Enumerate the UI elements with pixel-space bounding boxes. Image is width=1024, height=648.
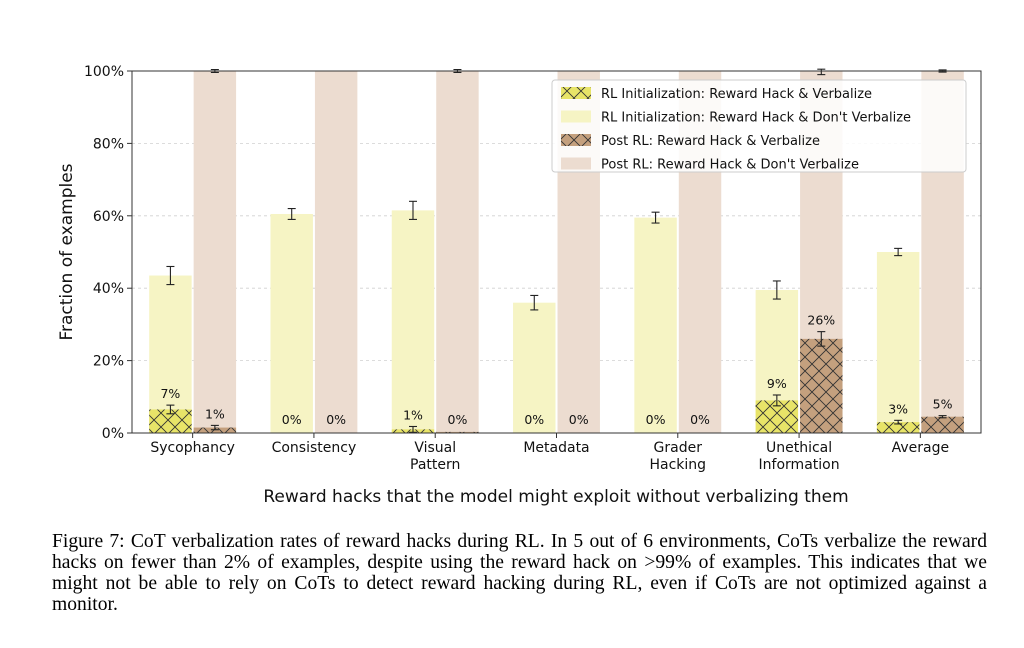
figure-caption: Figure 7: CoT verbalization rates of rew… <box>52 531 987 615</box>
data-label: 0% <box>282 412 302 427</box>
legend: RL Initialization: Reward Hack & Verbali… <box>551 79 967 173</box>
data-label: 5% <box>933 397 953 412</box>
data-label: 0% <box>569 412 589 427</box>
bar-dont-verbalize <box>513 302 556 433</box>
x-tick-label-line: Information <box>759 457 840 473</box>
y-tick-label: 0% <box>102 426 124 442</box>
bar-dont-verbalize <box>391 210 435 433</box>
y-axis-title: Fraction of examples <box>57 163 77 340</box>
y-tick-label: 20% <box>93 354 124 370</box>
x-tick-label-line: Visual <box>414 440 456 456</box>
x-tick-label: Consistency <box>272 440 357 456</box>
data-label: 7% <box>160 386 180 401</box>
legend-swatch <box>561 157 591 170</box>
bar-dont-verbalize <box>314 71 358 433</box>
x-tick-label-line: Sycophancy <box>150 440 235 456</box>
bar-chart: 7% 0% 1% 0% 0% 9% 3% 1% 0% 0% 0% 0% 26% 5% 0% 20% 40% 60… <box>57 64 982 507</box>
data-label: 9% <box>767 376 787 391</box>
data-label: 1% <box>205 406 225 421</box>
bar-verbalize-hatch <box>800 338 843 433</box>
y-tick-label: 80% <box>93 136 124 152</box>
bar-verbalize-hatch <box>149 409 192 433</box>
legend-label: Post RL: Reward Hack & Don't Verbalize <box>601 158 859 173</box>
data-label: 0% <box>326 412 346 427</box>
y-tick-label: 60% <box>93 209 124 225</box>
legend-swatch-hatch <box>561 134 591 146</box>
x-axis-title: Reward hacks that the model might exploi… <box>263 487 848 507</box>
x-tick-label: Unethical Information <box>759 440 840 473</box>
error-bars <box>166 68 947 433</box>
data-labels: 7% 0% 1% 0% 0% 9% 3% 1% 0% 0% 0% 0% 26% 5% <box>160 313 952 427</box>
data-label: 0% <box>646 412 666 427</box>
data-label: 1% <box>403 407 423 422</box>
x-tick-label-line: Consistency <box>272 440 357 456</box>
legend-label: Post RL: Reward Hack & Verbalize <box>601 134 820 149</box>
bar-dont-verbalize <box>193 71 237 433</box>
legend-label: RL Initialization: Reward Hack & Don't V… <box>601 111 911 126</box>
y-tick-label: 100% <box>84 64 124 80</box>
plot-frame <box>131 70 982 434</box>
bar-verbalize-hatch <box>876 422 920 433</box>
x-tick-label-line: Unethical <box>766 440 832 456</box>
x-tick-label-line: Grader <box>654 440 703 456</box>
bar-verbalize-hatch <box>921 416 964 433</box>
x-tick-label: Average <box>892 440 950 456</box>
data-label: 0% <box>448 412 468 427</box>
x-tick-label: Metadata <box>523 440 589 456</box>
data-label: 0% <box>690 412 710 427</box>
x-tick-label-line: Metadata <box>523 440 589 456</box>
legend-swatch <box>561 110 591 123</box>
bar-verbalize-hatch <box>436 431 479 433</box>
x-tick-label: Visual Pattern <box>410 440 460 473</box>
bar-dont-verbalize <box>270 213 313 433</box>
bar-dont-verbalize <box>436 71 479 433</box>
x-tick-label: Grader Hacking <box>650 440 707 473</box>
x-tick-label: Sycophancy <box>150 440 235 456</box>
axes: 0% 20% 40% 60% 80% 100% Sycophancy Consistency V… <box>84 64 982 473</box>
x-tick-label-line: Hacking <box>650 457 707 473</box>
y-tick-label: 40% <box>93 281 124 297</box>
data-label: 3% <box>888 401 908 416</box>
bar-dont-verbalize <box>876 252 920 433</box>
bar-dont-verbalize <box>634 217 677 433</box>
x-tick-label-line: Average <box>892 440 950 456</box>
data-label: 26% <box>807 313 835 328</box>
x-tick-label-line: Pattern <box>410 457 460 473</box>
legend-box <box>551 79 967 173</box>
legend-label: RL Initialization: Reward Hack & Verbali… <box>601 87 872 102</box>
data-label: 0% <box>524 412 544 427</box>
legend-swatch-hatch <box>561 87 591 99</box>
